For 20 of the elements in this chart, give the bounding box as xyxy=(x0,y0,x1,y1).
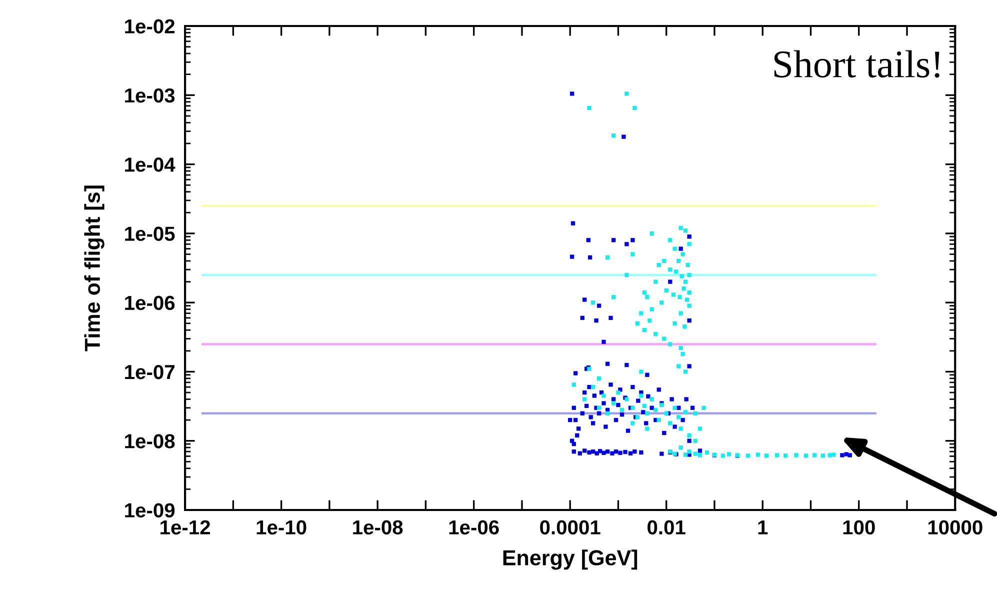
x-tick-label: 1e-08 xyxy=(353,520,403,535)
y-axis-title: Time of flight [s] xyxy=(84,186,104,352)
x-tick-label: 1e-06 xyxy=(449,520,499,535)
x-tick-label: 1e-12 xyxy=(160,520,210,535)
y-tick-label: 1e-06 xyxy=(125,296,175,310)
y-tick-label: 1e-07 xyxy=(125,364,174,380)
y-tick-label: 1e-09 xyxy=(125,503,175,518)
x-tick-label: 0.0001 xyxy=(540,520,600,535)
x-tick-label: 10000 xyxy=(928,520,982,535)
x-tick-label: 1e-10 xyxy=(256,520,306,535)
y-tick-label: 1e-02 xyxy=(125,19,175,34)
y-tick-label: 1e-04 xyxy=(125,158,176,172)
x-tick-label: 100 xyxy=(843,520,875,535)
annotation: Short tails! xyxy=(774,50,940,78)
y-tick-label: 1e-08 xyxy=(125,434,175,448)
x-tick-label: 1 xyxy=(758,520,768,534)
x-axis-title: Energy [GeV] xyxy=(503,550,638,570)
y-tick-label: 1e-03 xyxy=(125,88,175,103)
x-tick-label: 0.01 xyxy=(648,520,686,535)
y-tick-label: 1e-05 xyxy=(125,226,175,241)
